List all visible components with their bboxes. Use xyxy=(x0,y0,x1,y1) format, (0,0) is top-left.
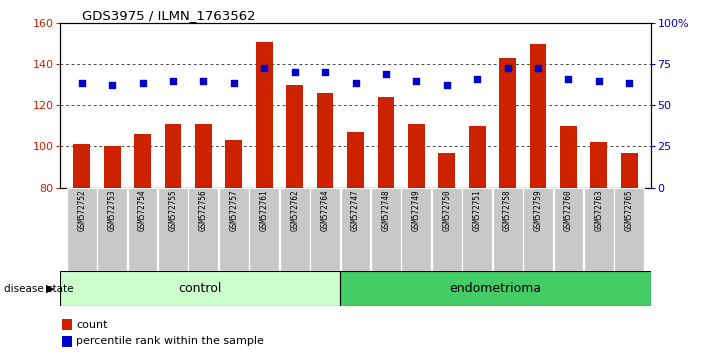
Bar xyxy=(104,147,120,188)
Point xyxy=(533,65,544,71)
Point xyxy=(228,80,240,86)
Bar xyxy=(432,188,461,271)
Point xyxy=(350,80,361,86)
Bar xyxy=(554,188,583,271)
Bar xyxy=(469,126,486,188)
Text: ▶: ▶ xyxy=(46,284,55,293)
Point xyxy=(289,70,300,75)
Bar xyxy=(408,124,424,188)
Text: control: control xyxy=(178,282,222,295)
Point xyxy=(441,82,452,87)
Text: GSM572755: GSM572755 xyxy=(169,189,178,231)
Bar xyxy=(63,336,73,347)
Text: GSM572748: GSM572748 xyxy=(381,189,390,231)
Bar xyxy=(402,188,432,271)
Point xyxy=(411,78,422,84)
Bar xyxy=(287,85,303,188)
Point xyxy=(471,76,483,81)
Text: GSM572759: GSM572759 xyxy=(533,189,542,231)
Bar xyxy=(225,140,242,188)
Bar xyxy=(134,134,151,188)
Text: GSM572751: GSM572751 xyxy=(473,189,481,231)
Text: GSM572756: GSM572756 xyxy=(199,189,208,231)
Bar xyxy=(316,93,333,188)
Bar xyxy=(165,124,181,188)
Bar xyxy=(310,188,340,271)
Bar xyxy=(347,132,364,188)
Text: GSM572754: GSM572754 xyxy=(138,189,147,231)
Bar xyxy=(250,188,279,271)
Bar xyxy=(60,271,341,306)
Bar xyxy=(256,41,272,188)
Text: count: count xyxy=(76,320,107,330)
Bar xyxy=(128,188,157,271)
Point xyxy=(167,78,178,84)
Text: GSM572765: GSM572765 xyxy=(625,189,634,231)
Bar xyxy=(97,188,127,271)
Bar xyxy=(195,124,212,188)
Text: GSM572750: GSM572750 xyxy=(442,189,451,231)
Bar xyxy=(73,144,90,188)
Bar xyxy=(584,188,614,271)
Text: percentile rank within the sample: percentile rank within the sample xyxy=(76,336,264,346)
Bar xyxy=(188,188,218,271)
Bar xyxy=(462,188,492,271)
Text: GSM572757: GSM572757 xyxy=(230,189,238,231)
Text: GSM572758: GSM572758 xyxy=(503,189,512,231)
Point xyxy=(502,65,513,71)
Text: GSM572760: GSM572760 xyxy=(564,189,573,231)
Point xyxy=(76,80,87,86)
Bar xyxy=(523,188,553,271)
Point xyxy=(593,78,604,84)
Point xyxy=(562,76,574,81)
Bar xyxy=(493,188,523,271)
Point xyxy=(107,82,118,87)
Bar xyxy=(219,188,249,271)
Bar xyxy=(560,126,577,188)
Text: disease state: disease state xyxy=(4,284,73,293)
Text: GSM572753: GSM572753 xyxy=(107,189,117,231)
Text: GSM572749: GSM572749 xyxy=(412,189,421,231)
Bar xyxy=(439,153,455,188)
Point xyxy=(198,78,209,84)
Bar xyxy=(158,188,188,271)
Bar xyxy=(67,188,97,271)
Bar xyxy=(63,319,73,330)
Text: endometrioma: endometrioma xyxy=(449,282,542,295)
Point xyxy=(624,80,635,86)
Text: GSM572763: GSM572763 xyxy=(594,189,604,231)
Bar xyxy=(621,153,638,188)
Point xyxy=(319,70,331,75)
Text: GSM572752: GSM572752 xyxy=(77,189,86,231)
Bar xyxy=(279,188,309,271)
Point xyxy=(259,65,270,71)
Bar xyxy=(378,97,395,188)
Point xyxy=(137,80,149,86)
Text: GSM572762: GSM572762 xyxy=(290,189,299,231)
Bar xyxy=(371,188,401,271)
Text: GDS3975 / ILMN_1763562: GDS3975 / ILMN_1763562 xyxy=(82,9,255,22)
Point xyxy=(380,72,392,77)
Text: GSM572764: GSM572764 xyxy=(321,189,330,231)
Text: GSM572747: GSM572747 xyxy=(351,189,360,231)
Bar xyxy=(591,142,607,188)
Text: GSM572761: GSM572761 xyxy=(260,189,269,231)
Bar xyxy=(341,188,370,271)
Bar xyxy=(499,58,516,188)
Bar xyxy=(341,271,651,306)
Bar xyxy=(614,188,644,271)
Bar xyxy=(530,44,546,188)
